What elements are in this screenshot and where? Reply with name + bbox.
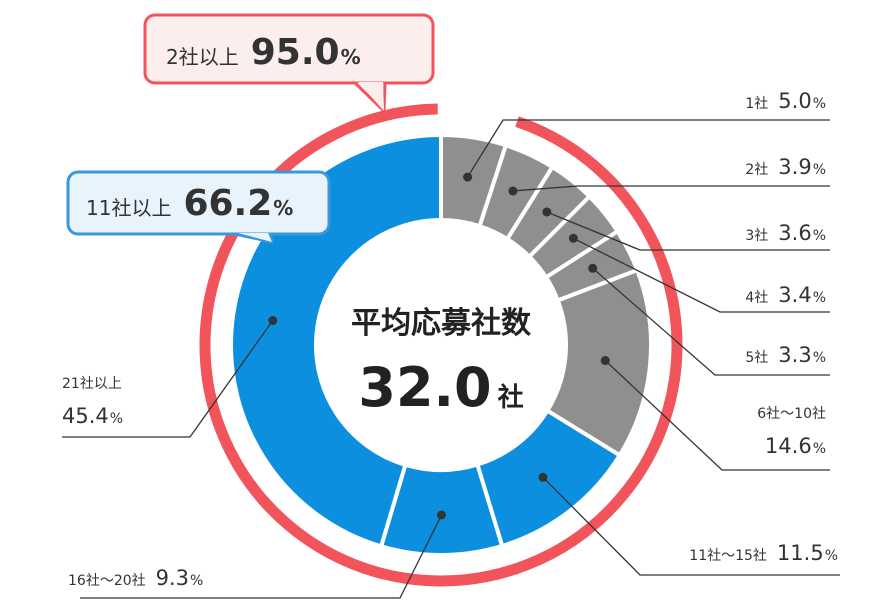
label-value: 45.4: [62, 404, 109, 428]
label-unit: %: [190, 573, 203, 589]
callout-name: 11社以上: [86, 196, 171, 220]
label-unit: %: [813, 290, 826, 306]
label-value-6sha-10sha: 14.6%: [765, 434, 826, 458]
leader-line-21shaplus: [62, 320, 274, 438]
label-unit: %: [813, 441, 826, 457]
label-value: 3.6: [778, 221, 811, 245]
label-unit: %: [813, 96, 826, 112]
label-name: 3社: [745, 228, 768, 244]
label-value: 5.0: [778, 89, 811, 113]
label-unit: %: [813, 350, 826, 366]
callout-2plus-tail-mask: [358, 82, 384, 111]
label-value: 3.3: [778, 343, 811, 367]
label-name: 11社〜15社: [689, 548, 767, 564]
leader-line-1sha: [467, 119, 830, 178]
callout-value: 66.2: [183, 183, 272, 224]
label-unit: %: [110, 411, 123, 427]
label-value: 3.9: [778, 155, 811, 179]
slice-21shaplus: [229, 132, 443, 549]
callout-value: 95.0: [251, 32, 340, 73]
label-2sha: 2社 3.9%: [745, 155, 826, 179]
callout-11plus: 11社以上 66.2%: [66, 170, 331, 244]
label-unit: %: [825, 548, 838, 564]
label-value: 3.4: [778, 283, 811, 307]
leader-line-11sha-15sha: [542, 476, 840, 576]
leader-line-6sha-10sha: [604, 360, 830, 471]
callout-unit: %: [273, 196, 293, 220]
callout-unit: %: [341, 45, 361, 69]
label-5sha: 5社 3.3%: [745, 343, 826, 367]
label-value-21shaplus: 45.4%: [62, 404, 123, 428]
label-name: 16社〜20社: [68, 573, 146, 589]
label-value: 11.5: [777, 541, 824, 565]
label-3sha: 3社 3.6%: [745, 221, 826, 245]
callout-2plus-text: 2社以上 95.0%: [166, 32, 361, 73]
leader-line-5sha: [592, 267, 830, 376]
label-name: 2社: [745, 162, 768, 178]
center-value: 32.0: [358, 356, 491, 419]
callout-11plus-tail-mask: [238, 233, 272, 242]
label-name: 1社: [745, 96, 768, 112]
leader-line-2sha: [512, 185, 830, 192]
label-unit: %: [813, 228, 826, 244]
center-title: 平均応募社数: [351, 306, 532, 341]
leader-line-3sha: [546, 211, 830, 251]
label-11sha-15sha: 11社〜15社 11.5%: [689, 541, 838, 565]
label-name-6sha-10sha: 6社〜10社: [757, 406, 826, 422]
label-value: 9.3: [156, 566, 189, 590]
callout-2plus-box: [143, 13, 435, 85]
callout-11plus-box: [66, 170, 331, 236]
leader-line-4sha: [573, 237, 830, 313]
label-4sha: 4社 3.4%: [745, 283, 826, 307]
callout-2plus: 2社以上 95.0%: [143, 13, 435, 113]
label-1sha: 1社 5.0%: [745, 89, 826, 113]
center-unit: 社: [498, 382, 524, 413]
label-name: 4社: [745, 290, 768, 306]
label-name: 5社: [745, 350, 768, 366]
label-name-21shaplus: 21社以上: [62, 376, 122, 392]
leader-line-16sha-20sha: [80, 514, 443, 599]
callout-name: 2社以上: [166, 45, 239, 69]
center-average: 32.0 社: [358, 356, 523, 419]
label-value: 14.6: [765, 434, 812, 458]
label-16sha-20sha: 16社〜20社 9.3%: [68, 566, 203, 590]
label-unit: %: [813, 162, 826, 178]
callout-11plus-text: 11社以上 66.2%: [86, 183, 293, 224]
